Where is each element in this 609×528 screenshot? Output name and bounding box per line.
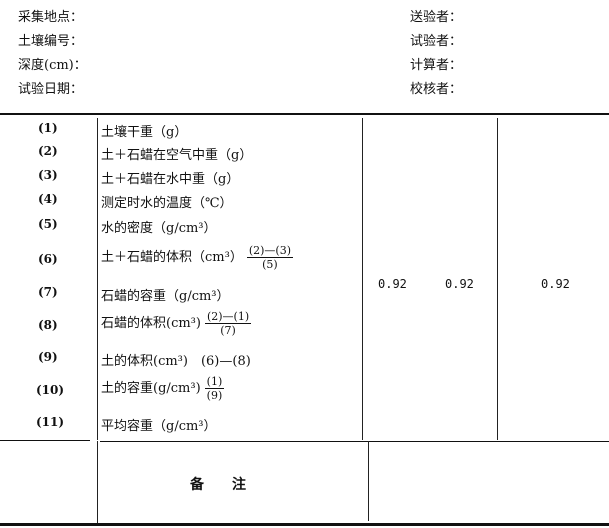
numerator: (2)—(3) (246, 244, 293, 258)
formula-fraction: (2)—(1) (7) (204, 310, 252, 337)
header-field-label: 校核者： (410, 82, 463, 97)
denominator: (7) (220, 324, 236, 337)
table-row: 土的容重(g/cm³) (1) (9) (101, 375, 225, 402)
header-field-label: 深度(cm)： (18, 58, 87, 73)
table-row: 测定时水的温度（℃） (101, 192, 233, 211)
row-label: 水的密度（g/cm³） (101, 221, 217, 236)
value-cell: 0.92 (378, 277, 407, 291)
header-field-label: 采集地点： (18, 10, 84, 25)
formula-fraction: (2)—(3) (5) (246, 244, 293, 271)
table-row: 石蜡的容重（g/cm³） (101, 285, 230, 304)
row-label: 土＋石蜡的体积（cm³） (101, 250, 243, 265)
column-divider (97, 441, 98, 523)
table-row: 土壤干重（g） (101, 121, 187, 140)
numerator: (1) (204, 375, 225, 389)
value-cell: 0.92 (541, 277, 570, 291)
column-divider (368, 441, 369, 521)
remarks-field[interactable] (372, 446, 604, 518)
header-field-label: 送验者： (410, 10, 463, 25)
row-label: 测定时水的温度（℃） (101, 196, 233, 211)
row-number: (8) (38, 318, 58, 332)
table-row: 土＋石蜡在空气中重（g） (101, 144, 252, 163)
header-field-label: 土壤编号： (18, 34, 84, 49)
row-number: (7) (38, 285, 58, 299)
table-row: 石蜡的体积(cm³) (2)—(1) (7) (101, 310, 252, 337)
section-rule (100, 441, 609, 442)
row-number: (5) (38, 217, 58, 231)
top-rule (0, 113, 609, 115)
value-cell: 0.92 (445, 277, 474, 291)
row-number: (9) (38, 350, 58, 364)
row-number: (1) (38, 121, 58, 135)
row-label: 石蜡的容重（g/cm³） (101, 289, 230, 304)
header-field-label: 计算者： (410, 58, 463, 73)
denominator: (9) (206, 389, 223, 402)
row-label: 石蜡的体积(cm³) (101, 316, 201, 331)
column-divider (362, 118, 363, 440)
header-field-label: 试验者： (410, 34, 463, 49)
row-label: 平均容重（g/cm³） (101, 419, 217, 434)
numerator: (2)—(1) (204, 310, 252, 324)
row-number: (6) (38, 252, 58, 266)
table-row: 土＋石蜡的体积（cm³） (2)—(3) (5) (101, 244, 293, 271)
table-row: 水的密度（g/cm³） (101, 217, 217, 236)
section-rule (0, 440, 90, 441)
bottom-rule (0, 523, 609, 526)
row-label: 土＋石蜡在空气中重（g） (101, 148, 253, 163)
denominator: (5) (262, 258, 278, 271)
row-label: 土壤干重（g） (101, 125, 188, 140)
table-row: 土的体积(cm³) (6)—(8) (101, 350, 251, 369)
table-row: 土＋石蜡在水中重（g） (101, 168, 239, 187)
column-divider (97, 118, 98, 440)
row-number: (2) (38, 144, 58, 158)
column-divider (497, 118, 498, 440)
row-label: 土＋石蜡在水中重（g） (101, 172, 240, 187)
row-number: (10) (36, 383, 65, 397)
row-number: (11) (36, 415, 65, 429)
row-number: (4) (38, 192, 58, 206)
table-row: 平均容重（g/cm³） (101, 415, 217, 434)
header-field-label: 试验日期： (18, 82, 84, 97)
formula-fraction: (1) (9) (204, 375, 225, 402)
remarks-label: 备 注 (190, 477, 246, 493)
row-label: 土的体积(cm³) (6)—(8) (101, 354, 251, 369)
row-label: 土的容重(g/cm³) (101, 381, 201, 396)
row-number: (3) (38, 168, 58, 182)
